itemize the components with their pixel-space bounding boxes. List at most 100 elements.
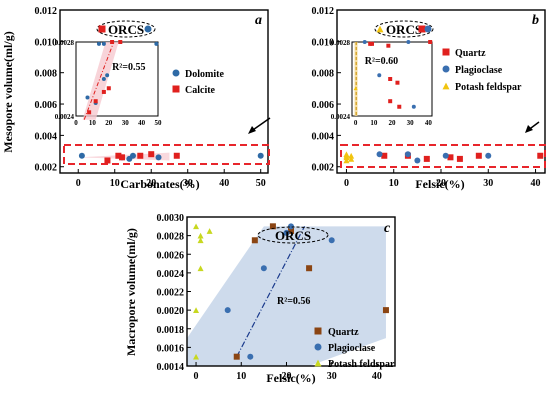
calcite-point (148, 151, 155, 158)
potash-feldspar-point (197, 237, 204, 244)
panel-c: 0 10 20 30 40 0.0014 0.0016 0.0018 0.0020 0.0022 0… (124, 213, 396, 385)
y-tick-label: 0.0022 (157, 288, 185, 299)
inset-dolomite-point (105, 73, 110, 78)
y-tick-label: 0.010 (312, 37, 335, 48)
inset-y-tick-label: 0.0024 (331, 113, 351, 121)
inset-plagioclase-point (377, 73, 382, 78)
potash-feldspar-point (193, 353, 200, 360)
y-tick-label: 0.002 (312, 163, 335, 174)
inset-x-tick-label: 30 (122, 119, 130, 127)
x-axis-label: Felsic(%) (415, 177, 464, 191)
orcs-label: ORCS (275, 228, 311, 243)
arrow-head (525, 125, 533, 133)
inset-trendline (83, 41, 115, 120)
inset-quartz-point (386, 43, 391, 48)
orcs-label: ORCS (108, 22, 144, 37)
x-tick-label: 10 (110, 178, 120, 189)
plagioclase-point (404, 151, 411, 158)
legend-plagioclase-marker (314, 343, 322, 351)
legend-b: Quartz Plagioclase Potash feldspar (442, 48, 522, 93)
x-tick-label: 0 (76, 178, 81, 189)
legend-potash-feldspar-label: Potash feldspar (328, 359, 395, 370)
plagioclase-point (283, 229, 290, 236)
y-tick-label: 0.004 (312, 131, 335, 142)
legend-plagioclase-marker (442, 65, 450, 73)
y-tick-label: 0.002 (35, 163, 58, 174)
plot-frame (59, 9, 269, 174)
plagioclase-point (288, 223, 294, 230)
inset-x-tick-label: 40 (138, 119, 146, 127)
inset-y-tick-label: 0.0028 (331, 39, 351, 47)
y-tick-label: 0.012 (35, 6, 58, 17)
legend-dolomite-label: Dolomite (185, 69, 224, 80)
dolomite-point (155, 154, 162, 161)
inset-potash-point (353, 86, 358, 91)
orcs-point (98, 25, 106, 33)
x-tick-label: 10 (389, 178, 399, 189)
legend-quartz-label: Quartz (328, 327, 359, 338)
inset-dolomite-point (154, 41, 159, 46)
inset-x-tick-label: 30 (407, 119, 415, 127)
x-tick-label: 20 (436, 178, 446, 189)
quartz-point (381, 152, 388, 159)
panel-label: a (255, 13, 262, 28)
arrow-head (248, 126, 256, 134)
y-tick-label: 0.010 (35, 37, 58, 48)
x-tick-label: 10 (236, 371, 246, 382)
panel-label: b (532, 13, 539, 28)
x-tick-label: 40 (219, 178, 229, 189)
x-axis-label: Carbonates(%) (120, 177, 199, 191)
potash-feldspar-point (206, 228, 213, 234)
dolomite-point (78, 152, 85, 159)
inset-calcite-point (106, 86, 111, 91)
potash-feldspar-point (197, 265, 204, 272)
y-tick-label: 0.0028 (157, 232, 185, 243)
x-tick-label: 40 (372, 371, 382, 382)
inset-plagioclase-point (411, 104, 416, 109)
quartz-point (423, 155, 430, 162)
quartz-point (233, 353, 240, 360)
orcs-point (418, 25, 426, 33)
y-tick-label: 0.012 (312, 6, 335, 17)
y-tick-label: 0.006 (312, 100, 335, 111)
potash-feldspar-point (343, 157, 350, 164)
y-tick-label: 0.0018 (157, 325, 185, 336)
x-tick-label: 30 (183, 178, 193, 189)
orcs-ellipse (257, 226, 329, 244)
plagioclase-point (260, 265, 267, 272)
legend-potash-label: Potash feldspar (455, 82, 522, 93)
quartz-point (475, 152, 482, 159)
r2-label: R²=0.56 (277, 296, 310, 307)
inset-a: 0 10 20 30 40 50 0.0024 0.0028 R²=0.55 (55, 39, 162, 127)
x-tick-label: 20 (281, 371, 291, 382)
y-tick-label: 0.008 (312, 69, 335, 80)
inset-calcite-point (93, 99, 98, 104)
y-tick-label: 0.0024 (157, 269, 185, 280)
legend-quartz-label: Quartz (455, 48, 486, 59)
x-tick-label: 0 (344, 178, 349, 189)
legend-calcite-label: Calcite (185, 85, 216, 96)
highlight-band (63, 144, 270, 165)
inset-dolomite-point (96, 41, 101, 46)
y-tick-label: 0.0030 (157, 213, 185, 224)
inset-calcite-point (87, 110, 92, 115)
orcs-point (424, 25, 432, 33)
x-tick-label: 30 (327, 371, 337, 382)
y-axis-label: Mesopore volume(ml/g) (1, 31, 15, 152)
quartz-point (382, 307, 389, 314)
quartz-point (288, 227, 294, 234)
inset-calcite-point (101, 89, 106, 94)
inset-quartz-point (395, 80, 400, 85)
inset-x-tick-label: 10 (89, 119, 97, 127)
inset-r2: R²=0.55 (112, 62, 145, 73)
plagioclase-point (376, 151, 383, 158)
orcs-point (376, 25, 384, 33)
calcite-point (137, 152, 144, 159)
inset-x-tick-label: 0 (74, 119, 78, 127)
quartz-point (456, 155, 463, 162)
dolomite-point (129, 152, 136, 159)
dolomite-point (257, 152, 264, 159)
inset-x-tick-label: 0 (354, 119, 358, 127)
inset-quartz-point (370, 41, 374, 46)
